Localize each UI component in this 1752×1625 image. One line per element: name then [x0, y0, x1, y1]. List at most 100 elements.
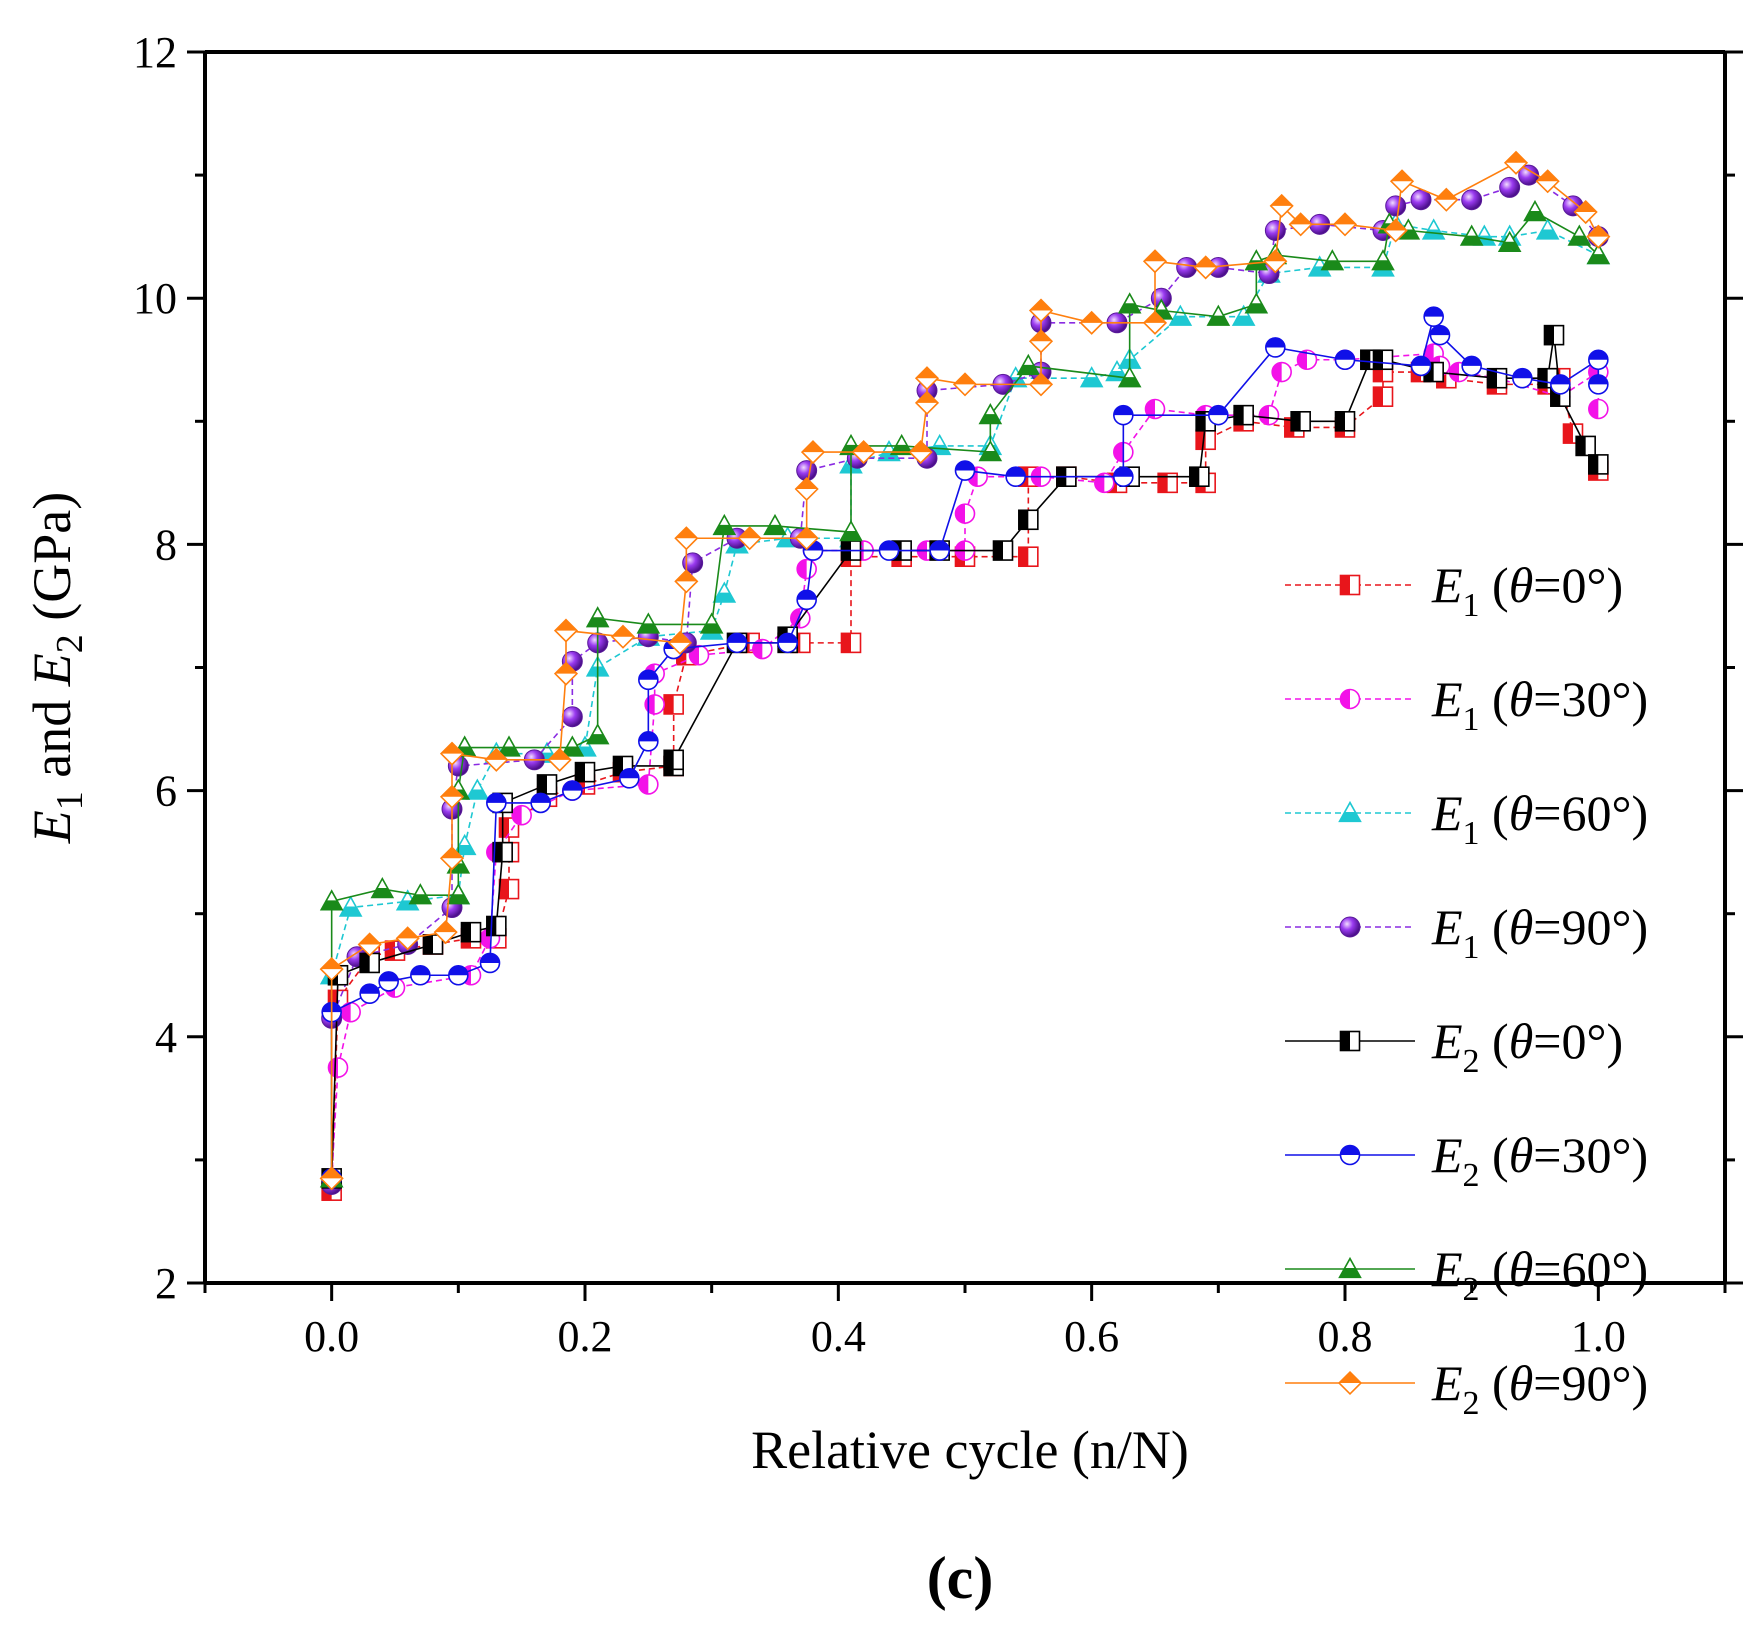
series-5 — [321, 324, 1609, 1189]
data-point — [1334, 410, 1356, 432]
legend-marker — [1339, 1144, 1361, 1166]
data-point — [1168, 304, 1193, 326]
data-point — [1271, 361, 1292, 383]
data-point — [1523, 199, 1547, 222]
data-point — [1503, 150, 1529, 175]
data-point — [486, 792, 507, 814]
data-point — [439, 846, 465, 871]
data-point — [663, 749, 684, 771]
data-point — [536, 774, 558, 795]
data-point — [547, 747, 572, 772]
data-point — [1018, 509, 1039, 531]
legend-marker — [1338, 800, 1362, 823]
data-point — [914, 390, 940, 415]
data-point — [800, 440, 826, 465]
data-point — [1016, 353, 1041, 376]
data-point — [726, 632, 748, 654]
series-4 — [321, 164, 1609, 1195]
data-point — [359, 983, 380, 1005]
data-point — [1588, 398, 1609, 420]
y-tick-label: 4 — [155, 1013, 177, 1062]
data-point — [553, 618, 579, 643]
legend-item: E1 (θ=60°) — [1285, 785, 1648, 852]
legend-marker — [1339, 574, 1361, 596]
data-point — [1586, 224, 1611, 249]
data-point — [338, 895, 363, 917]
legend-marker — [1338, 1256, 1362, 1279]
series-8 — [319, 150, 1611, 1191]
data-point — [1117, 292, 1142, 314]
data-point — [839, 519, 863, 542]
legend-marker — [1339, 688, 1361, 710]
data-point — [1588, 374, 1609, 395]
data-point — [452, 833, 477, 856]
data-point — [562, 780, 583, 801]
y-tick-label: 10 — [133, 274, 177, 323]
data-point — [777, 632, 798, 654]
data-point — [914, 366, 940, 391]
data-point — [433, 920, 458, 945]
legend-label: E2 (θ=30°) — [1431, 1127, 1648, 1194]
legend-marker — [1339, 916, 1361, 938]
series-line — [330, 174, 1599, 1185]
data-point — [319, 1166, 344, 1191]
data-point — [978, 439, 1003, 462]
data-point — [663, 694, 684, 715]
panel-label: (c) — [927, 1545, 994, 1611]
data-point — [1535, 169, 1560, 194]
legend-item: E2 (θ=60°) — [1285, 1241, 1648, 1308]
x-tick-label: 0.6 — [1064, 1312, 1119, 1361]
data-point — [682, 552, 704, 574]
data-point — [1113, 404, 1134, 426]
data-point — [1434, 187, 1459, 212]
data-point — [359, 952, 380, 974]
plot-area — [319, 150, 1611, 1201]
data-point — [840, 632, 862, 654]
data-point — [1117, 366, 1142, 388]
data-point — [1189, 466, 1210, 487]
data-point — [1193, 255, 1218, 280]
data-point — [1334, 349, 1356, 371]
legend-label: E2 (θ=90°) — [1431, 1355, 1648, 1422]
y-tick-label: 6 — [155, 767, 177, 816]
x-tick-label: 0.2 — [558, 1312, 613, 1361]
data-point — [1264, 220, 1286, 241]
data-point — [553, 661, 579, 686]
data-point — [1079, 366, 1104, 388]
y-tick-label: 12 — [133, 28, 177, 77]
legend-item: E1 (θ=90°) — [1285, 899, 1648, 966]
data-point — [410, 964, 431, 986]
data-point — [446, 883, 471, 905]
series-7 — [319, 199, 1611, 1188]
y-tick-label: 2 — [155, 1259, 177, 1308]
data-point — [1113, 466, 1134, 487]
data-point — [1244, 249, 1269, 271]
data-point — [638, 774, 659, 795]
data-point — [560, 735, 585, 757]
legend-label: E1 (θ=60°) — [1431, 785, 1648, 852]
data-point — [511, 804, 532, 826]
data-point — [439, 784, 465, 809]
series-line — [330, 211, 1599, 1179]
data-point — [954, 503, 976, 524]
data-point — [561, 706, 583, 728]
data-point — [1586, 243, 1611, 265]
data-point — [1018, 546, 1039, 568]
data-point — [1144, 398, 1166, 420]
legend-marker — [1337, 1370, 1363, 1396]
data-point — [408, 883, 433, 905]
data-point — [1550, 374, 1571, 395]
data-point — [319, 957, 344, 982]
x-tick-label: 0.0 — [304, 1312, 359, 1361]
series-line — [330, 371, 1599, 1191]
data-point — [1208, 404, 1229, 426]
data-point — [1383, 218, 1408, 243]
data-point — [619, 767, 640, 789]
x-tick-label: 0.4 — [811, 1312, 866, 1361]
data-point — [460, 921, 482, 943]
data-point — [1459, 224, 1484, 246]
data-point — [1269, 193, 1294, 218]
data-point — [674, 526, 699, 551]
data-point — [1423, 306, 1444, 327]
data-point — [1028, 298, 1054, 323]
